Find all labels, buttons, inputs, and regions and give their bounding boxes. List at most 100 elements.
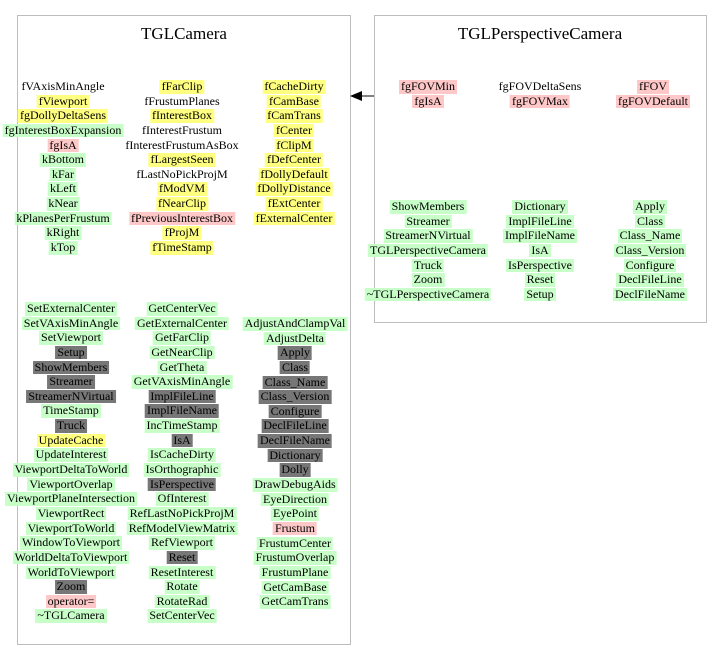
tglcamera-members-col-3-item[interactable]: fCamBase bbox=[266, 93, 321, 109]
tglcamera-methods-col-3-item[interactable]: Configure bbox=[268, 403, 322, 419]
tglcamera-methods-col-2-item[interactable]: Rotate bbox=[164, 579, 200, 594]
tglcamera-methods-col-3-item[interactable]: GetCamTrans bbox=[259, 594, 331, 609]
tglperspectivecamera-methods-col-3-item[interactable]: Apply bbox=[632, 199, 667, 214]
tglcamera-methods-col-1-item[interactable]: SetViewport bbox=[39, 330, 103, 345]
tglperspectivecamera-methods-col-2-item[interactable]: ImplFileLine bbox=[506, 213, 574, 229]
tglperspectivecamera-methods-col-3-item[interactable]: Class bbox=[634, 213, 666, 229]
tglcamera-members-col-2-item[interactable]: fFrustumPlanes bbox=[144, 93, 220, 108]
tglcamera-methods-col-1-item[interactable]: SetVAxisMinAngle bbox=[21, 315, 121, 331]
tglcamera-methods-col-1-item[interactable]: operator= bbox=[45, 593, 97, 609]
tglcamera-methods-col-1-item[interactable]: ViewportRect bbox=[35, 505, 107, 521]
tglcamera-methods-col-1-item[interactable]: StreamerNVirtual bbox=[26, 388, 116, 404]
tglcamera-methods-col-3-item[interactable]: AdjustAndClampVal bbox=[242, 316, 348, 331]
tglperspectivecamera-members-col-1-item[interactable]: fgIsA bbox=[412, 93, 444, 109]
tglcamera-methods-col-3-item[interactable]: Class bbox=[279, 359, 311, 375]
tglcamera-methods-col-2-item[interactable]: GetTheta bbox=[157, 359, 207, 375]
tglperspectivecamera-methods-col-2-item[interactable]: Reset bbox=[524, 272, 556, 287]
tglcamera-methods-col-3-item[interactable]: DeclFileLine bbox=[261, 418, 329, 433]
tglcamera-members-col-3-item[interactable]: fDollyDistance bbox=[255, 181, 333, 196]
tglcamera-methods-col-1-item[interactable]: WorldDeltaToViewport bbox=[12, 549, 130, 565]
tglcamera-methods-col-1-item[interactable]: ViewportDeltaToWorld bbox=[12, 462, 130, 477]
tglperspectivecamera-members-col-2-item[interactable]: fgFOVMax bbox=[509, 93, 570, 109]
tglcamera-methods-col-1-item[interactable]: Streamer bbox=[47, 374, 95, 389]
tglcamera-members-col-3-item[interactable]: fCenter bbox=[274, 122, 314, 138]
tglcamera-methods-col-2-item[interactable]: IsCacheDirty bbox=[148, 447, 216, 462]
tglcamera-members-col-3-item[interactable]: fExternalCenter bbox=[253, 210, 335, 226]
tglcamera-methods-col-1-item[interactable]: SetExternalCenter bbox=[25, 301, 117, 316]
tglcamera-methods-col-3-item[interactable]: FrustumPlane bbox=[259, 564, 331, 580]
tglcamera-methods-col-3-item[interactable]: Dictionary bbox=[267, 447, 323, 463]
tglcamera-members-col-1-item[interactable]: fgDollyDeltaSens bbox=[18, 108, 108, 123]
tglcamera-members-col-3-item[interactable]: fClipM bbox=[274, 137, 314, 153]
tglcamera-methods-col-2-item[interactable]: ImplFileName bbox=[145, 403, 219, 418]
tglcamera-members-col-3-item[interactable]: fDefCenter bbox=[265, 152, 323, 167]
tglcamera-methods-col-2-item[interactable]: RefViewport bbox=[149, 535, 215, 550]
tglcamera-methods-col-3-item[interactable]: Apply bbox=[277, 345, 312, 360]
tglcamera-methods-col-3-item[interactable]: GetCamBase bbox=[261, 579, 329, 595]
tglcamera-members-col-2-item[interactable]: fInterestBox bbox=[150, 108, 214, 123]
tglcamera-methods-col-1-item[interactable]: Zoom bbox=[54, 579, 88, 594]
tglcamera-methods-col-1-item[interactable]: Truck bbox=[54, 418, 88, 433]
tglperspectivecamera-methods-col-2-item[interactable]: IsA bbox=[529, 242, 551, 258]
tglperspectivecamera-members-col-2-item[interactable]: fgFOVDeltaSens bbox=[498, 79, 582, 93]
tglcamera-members-col-1-item[interactable]: kFar bbox=[50, 166, 76, 182]
tglperspectivecamera-methods-col-1-item[interactable]: ShowMembers bbox=[389, 199, 467, 214]
tglperspectivecamera-members-col-3-item[interactable]: fFOV bbox=[636, 79, 670, 94]
tglcamera-methods-col-2-item[interactable]: IsOrthographic bbox=[143, 462, 221, 477]
tglperspectivecamera-methods-col-3-item[interactable]: DeclFileName bbox=[613, 286, 687, 302]
tglcamera-members-col-2-item[interactable]: fTimeStamp bbox=[150, 240, 214, 255]
tglcamera-members-col-1-item[interactable]: kNear bbox=[46, 196, 80, 211]
tglperspectivecamera-methods-col-3-item[interactable]: Configure bbox=[623, 257, 677, 273]
tglcamera-methods-col-1-item[interactable]: ShowMembers bbox=[32, 359, 110, 375]
tglcamera-members-col-2-item[interactable]: fFarClip bbox=[159, 79, 205, 94]
tglperspectivecamera-methods-col-3-item[interactable]: Class_Version bbox=[613, 242, 687, 258]
tglcamera-methods-col-3-item[interactable]: EyeDirection bbox=[261, 491, 329, 507]
tglperspectivecamera-methods-col-3-item[interactable]: DeclFileLine bbox=[616, 272, 684, 287]
tglcamera-methods-col-3-item[interactable]: Frustum bbox=[272, 520, 318, 536]
tglcamera-methods-col-1-item[interactable]: Setup bbox=[55, 344, 87, 360]
tglcamera-methods-col-2-item[interactable]: RotateRad bbox=[154, 593, 210, 609]
tglcamera-methods-col-2-item[interactable]: RefModelViewMatrix bbox=[126, 520, 238, 536]
tglcamera-methods-col-1-item[interactable]: UpdateInterest bbox=[33, 447, 109, 462]
tglcamera-members-col-3-item[interactable]: fCacheDirty bbox=[262, 79, 326, 94]
tglcamera-members-col-2-item[interactable]: fProjM bbox=[162, 225, 202, 240]
tglperspectivecamera-methods-col-1-item[interactable]: TGLPerspectiveCamera bbox=[368, 242, 488, 258]
tglcamera-methods-col-2-item[interactable]: GetFarClip bbox=[153, 330, 211, 345]
tglcamera-members-col-1-item[interactable]: kPlanesPerFrustum bbox=[14, 210, 112, 226]
tglperspectivecamera-methods-col-1-item[interactable]: Truck bbox=[411, 257, 445, 273]
tglcamera-methods-col-2-item[interactable]: GetCenterVec bbox=[146, 301, 218, 316]
tglcamera-members-col-1-item[interactable]: fViewport bbox=[36, 93, 90, 109]
tglcamera-methods-col-2-item[interactable]: RefLastNoPickProjM bbox=[127, 505, 237, 521]
tglcamera-methods-col-3-item[interactable]: Class_Version bbox=[258, 389, 332, 404]
tglcamera-members-col-2-item[interactable]: fPreviousInterestBox bbox=[129, 210, 235, 226]
tglcamera-methods-col-2-item[interactable]: IncTimeStamp bbox=[144, 418, 220, 433]
tglcamera-members-col-1-item[interactable]: kBottom bbox=[39, 152, 86, 167]
tglperspectivecamera-members-col-1-item[interactable]: fgFOVMin bbox=[398, 79, 458, 94]
tglcamera-members-col-1-item[interactable]: fgInterestBoxExpansion bbox=[2, 122, 124, 138]
tglcamera-methods-col-2-item[interactable]: ImplFileLine bbox=[148, 388, 216, 404]
tglcamera-methods-col-1-item[interactable]: WorldToViewport bbox=[25, 564, 117, 580]
tglcamera-members-col-2-item[interactable]: fInterestFrustumAsBox bbox=[125, 137, 239, 152]
tglcamera-members-col-2-item[interactable]: fModVM bbox=[156, 181, 208, 196]
tglcamera-methods-col-2-item[interactable]: IsA bbox=[171, 432, 193, 448]
tglperspectivecamera-methods-col-2-item[interactable]: Setup bbox=[524, 286, 556, 302]
tglcamera-methods-col-3-item[interactable]: FrustumCenter bbox=[256, 535, 333, 551]
tglcamera-methods-col-1-item[interactable]: ~TGLCamera bbox=[35, 608, 107, 623]
tglperspectivecamera-methods-col-1-item[interactable]: StreamerNVirtual bbox=[383, 228, 473, 243]
tglcamera-methods-col-3-item[interactable]: AdjustDelta bbox=[263, 330, 326, 346]
tglcamera-methods-col-1-item[interactable]: ViewportPlaneIntersection bbox=[5, 491, 137, 506]
tglcamera-methods-col-2-item[interactable]: GetVAxisMinAngle bbox=[131, 374, 233, 389]
tglcamera-methods-col-3-item[interactable]: FrustumOverlap bbox=[253, 550, 337, 565]
tglperspectivecamera-methods-col-1-item[interactable]: Streamer bbox=[404, 213, 452, 229]
tglcamera-methods-col-1-item[interactable]: WindowToViewport bbox=[20, 535, 122, 550]
tglperspectivecamera-methods-col-1-item[interactable]: Zoom bbox=[411, 272, 445, 287]
tglcamera-methods-col-2-item[interactable]: GetNearClip bbox=[149, 344, 215, 360]
tglcamera-methods-col-3-item[interactable]: EyePoint bbox=[270, 506, 319, 521]
tglperspectivecamera-methods-col-2-item[interactable]: IsPerspective bbox=[506, 257, 574, 273]
tglcamera-methods-col-3-item[interactable]: DeclFileName bbox=[258, 433, 332, 448]
tglcamera-methods-col-2-item[interactable]: IsPerspective bbox=[148, 476, 216, 492]
tglcamera-methods-col-2-item[interactable]: ResetInterest bbox=[148, 564, 216, 580]
tglcamera-members-col-1-item[interactable]: kTop bbox=[48, 240, 78, 255]
tglperspectivecamera-methods-col-1-item[interactable]: ~TGLPerspectiveCamera bbox=[364, 286, 492, 302]
tglcamera-members-col-2-item[interactable]: fLastNoPickProjM bbox=[136, 166, 228, 181]
